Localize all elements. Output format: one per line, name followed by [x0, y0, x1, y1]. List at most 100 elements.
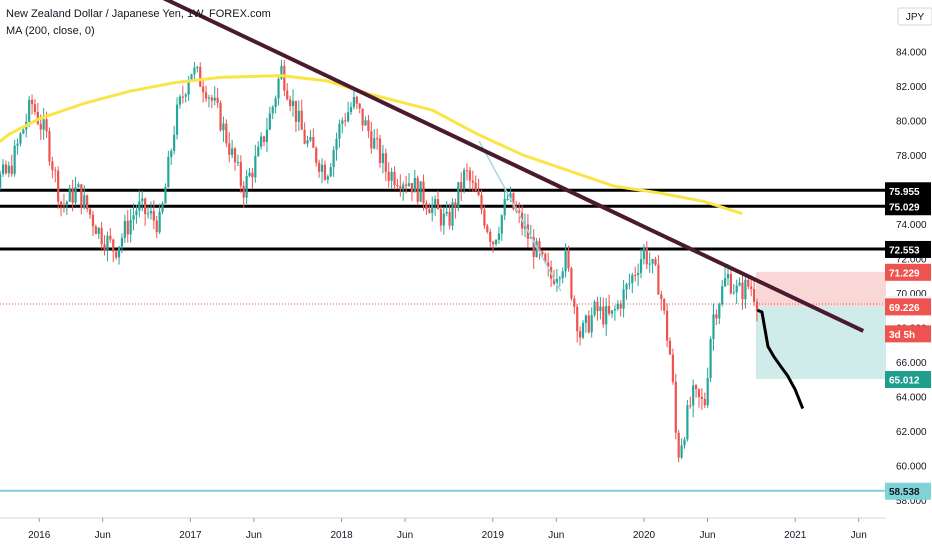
candle-body — [715, 314, 718, 319]
candle-body — [570, 268, 573, 299]
candle-body — [750, 286, 753, 289]
candle-body — [94, 226, 97, 235]
candle-body — [686, 405, 689, 440]
candle-body — [39, 123, 42, 130]
candle-body — [349, 107, 353, 113]
candle-body — [439, 209, 443, 226]
candle-body — [265, 129, 269, 143]
candle-body — [361, 108, 364, 126]
candle-body — [233, 148, 237, 163]
candle-body — [738, 282, 741, 286]
candle-body — [660, 294, 663, 300]
candle-body — [694, 385, 698, 390]
candle-body — [106, 235, 109, 251]
candle-body — [471, 180, 474, 183]
candle-body — [54, 170, 57, 172]
price-tag — [885, 182, 931, 200]
candle-body — [709, 339, 712, 379]
candle-body — [625, 284, 628, 290]
time-axis-label: 2016 — [28, 530, 51, 541]
candle-body — [610, 310, 614, 314]
currency-badge[interactable] — [897, 7, 932, 26]
price-axis-label: 64.000 — [896, 393, 927, 404]
candle-body — [576, 306, 579, 332]
candle-body — [74, 187, 77, 203]
candle-body — [619, 303, 622, 309]
time-axis-label: Jun — [246, 530, 262, 541]
price-axis-label: 78.000 — [896, 151, 927, 162]
price-axis-label: 66.000 — [896, 358, 927, 369]
candle-body — [593, 301, 596, 316]
candle-body — [721, 286, 724, 305]
candle-body — [564, 249, 567, 272]
candle-body — [552, 278, 556, 284]
candle-body — [692, 385, 695, 406]
candle-body — [187, 80, 190, 95]
candle-body — [697, 389, 701, 398]
candle-body — [315, 147, 318, 163]
candle-body — [558, 278, 561, 280]
price-tag — [885, 198, 931, 216]
candle-body — [236, 161, 240, 163]
candle-body — [332, 149, 335, 168]
candle-body — [103, 244, 106, 251]
candle-body — [735, 285, 738, 293]
candle-body — [561, 271, 564, 279]
candle-body — [677, 432, 680, 458]
candle-body — [518, 210, 521, 213]
candle-body — [59, 201, 63, 205]
candle-body — [547, 262, 550, 267]
candle-body — [1, 164, 5, 175]
candle-body — [448, 211, 451, 226]
candle-body — [196, 67, 199, 69]
time-axis-label: 2019 — [482, 530, 505, 541]
candle-body — [45, 119, 48, 132]
price-tag — [885, 482, 931, 500]
candle-body — [242, 185, 245, 198]
candle-body — [370, 131, 373, 149]
candle-body — [228, 143, 231, 155]
candle-body — [297, 110, 300, 122]
candle-body — [254, 155, 257, 178]
candle-body — [680, 445, 683, 458]
time-axis-label: Jun — [851, 530, 867, 541]
candle-body — [347, 112, 350, 122]
candle-body — [657, 264, 660, 295]
candle-body — [213, 97, 216, 101]
candle-body — [529, 236, 532, 239]
candle-body — [425, 203, 428, 210]
candle-body — [338, 123, 341, 139]
candle-body — [77, 184, 80, 188]
candle-body — [631, 274, 634, 284]
candle-body — [645, 247, 648, 265]
candle-body — [651, 259, 654, 264]
candle-body — [613, 309, 616, 311]
candle-body — [7, 165, 10, 174]
candle-body — [326, 176, 329, 180]
candle-body — [755, 301, 759, 311]
candle-body — [378, 138, 382, 163]
candle-body — [271, 106, 274, 114]
candle-body — [405, 184, 408, 186]
candle-body — [57, 170, 60, 202]
candle-body — [457, 182, 460, 208]
candle-body — [480, 195, 483, 210]
candle-body — [341, 120, 344, 124]
price-tag — [885, 325, 931, 343]
candle-body — [83, 195, 86, 208]
candle-body — [306, 140, 309, 144]
price-tag-label: 3d 5h — [889, 330, 915, 341]
currency-badge-label: JPY — [906, 12, 925, 23]
candle-body — [663, 299, 666, 311]
candle-body — [503, 199, 506, 216]
price-tag-label: 72.553 — [889, 245, 920, 256]
candle-body — [636, 273, 640, 275]
candle-body — [178, 96, 182, 105]
downtrend-line[interactable] — [145, 0, 865, 333]
candle-body — [86, 195, 89, 209]
candle-body — [355, 96, 358, 104]
candle-body — [231, 148, 234, 155]
candle-body — [642, 247, 645, 260]
candle-body — [413, 177, 416, 193]
